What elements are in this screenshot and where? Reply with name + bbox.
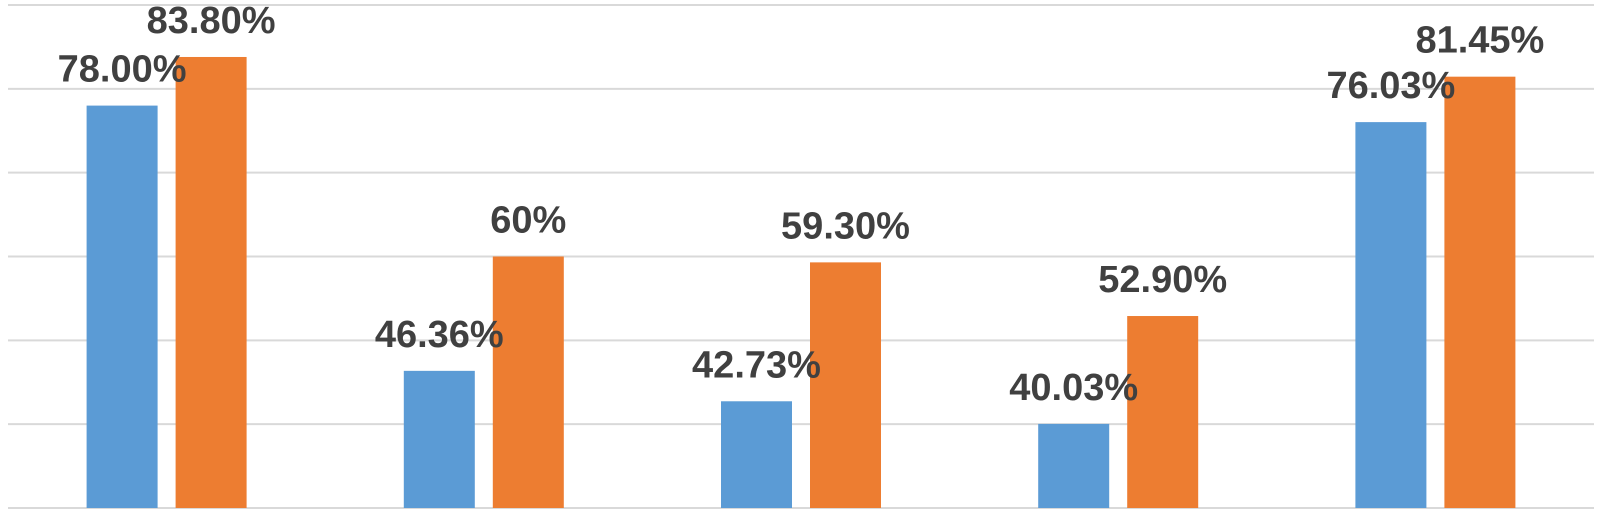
bar-series-1-cat-1 [86, 105, 158, 508]
data-label-series-1-cat-4: 40.03% [1009, 367, 1138, 409]
data-label-series-2-cat-1: 83.80% [147, 0, 276, 42]
data-label-series-2-cat-5: 81.45% [1415, 20, 1544, 62]
data-label-series-1-cat-3: 42.73% [692, 344, 821, 386]
data-label-series-1-cat-5: 76.03% [1326, 65, 1455, 107]
bar-series-2-cat-1 [175, 56, 247, 509]
bar-series-2-cat-4 [1127, 316, 1199, 508]
bar-series-1-cat-4 [1038, 423, 1110, 508]
gridlines [8, 4, 1594, 509]
bar-series-2-cat-2 [492, 256, 564, 508]
data-label-series-1-cat-1: 78.00% [58, 49, 187, 91]
data-label-series-2-cat-4: 52.90% [1098, 259, 1227, 301]
bar-series-2-cat-3 [810, 262, 881, 508]
bar-series-1-cat-3 [721, 401, 792, 508]
data-label-series-1-cat-2: 46.36% [375, 314, 504, 356]
data-label-series-2-cat-3: 59.30% [781, 205, 910, 247]
bar-series-1-cat-5 [1355, 122, 1427, 508]
bars [86, 56, 1516, 509]
bar-series-2-cat-5 [1444, 76, 1516, 509]
data-labels: 78.00% 46.36% 42.73% 40.03% 76.03% 83.80% 60% 5… [58, 0, 1545, 409]
bar-series-1-cat-2 [403, 370, 475, 508]
data-label-series-2-cat-2: 60% [490, 200, 566, 242]
